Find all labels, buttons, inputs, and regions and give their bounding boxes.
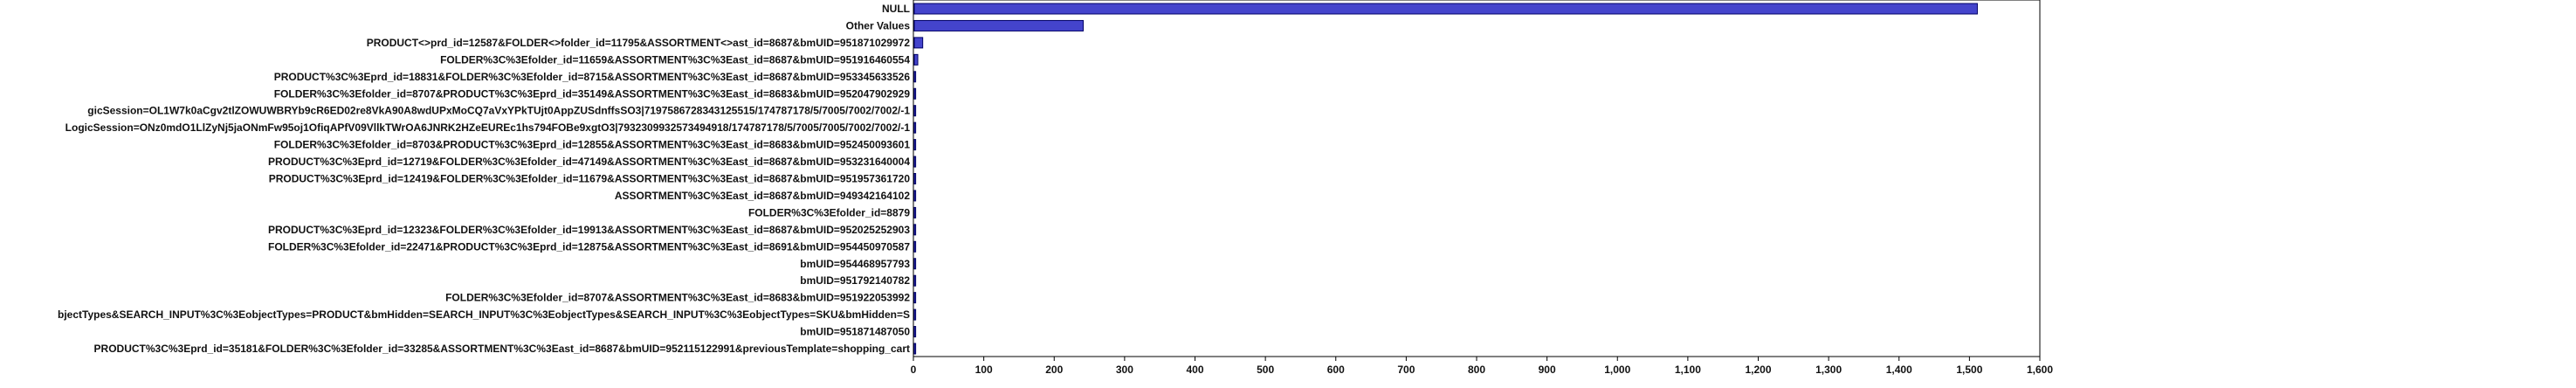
category-label-12: FOLDER%3C%3Efolder_id=8879 (748, 206, 910, 218)
x-tick-label-5: 500 (1257, 364, 1274, 376)
x-tick-label-9: 900 (1539, 364, 1556, 376)
bar-13 (913, 224, 917, 236)
x-tick-label-3: 300 (1116, 364, 1133, 376)
bar-6 (913, 105, 917, 117)
bar-5 (913, 87, 917, 100)
x-tick-label-11: 1,100 (1675, 364, 1701, 376)
x-tick-label-16: 1,600 (2027, 364, 2053, 376)
category-label-9: PRODUCT%3C%3Eprd_id=12719&FOLDER%3C%3Efo… (268, 156, 910, 168)
category-label-7: LogicSession=ONz0mdO1LlZyNj5jaONmFw95oj1… (65, 121, 911, 134)
category-label-6: gicSession=OL1W7k0aCgv2tlZOWUWBRYb9cR6ED… (87, 105, 910, 117)
category-label-16: bmUID=951792140782 (800, 274, 910, 287)
category-label-15: bmUID=954468957793 (800, 258, 910, 270)
category-label-14: FOLDER%3C%3Efolder_id=22471&PRODUCT%3C%3… (268, 240, 910, 253)
bar-0 (913, 3, 1978, 15)
category-label-20: PRODUCT%3C%3Eprd_id=35181&FOLDER%3C%3Efo… (94, 343, 910, 355)
category-label-17: FOLDER%3C%3Efolder_id=8707&ASSORTMENT%3C… (445, 292, 910, 304)
bar-20 (913, 343, 917, 355)
category-label-13: PRODUCT%3C%3Eprd_id=12323&FOLDER%3C%3Efo… (268, 224, 910, 236)
bar-1 (913, 19, 1084, 31)
category-label-4: PRODUCT%3C%3Eprd_id=18831&FOLDER%3C%3Efo… (274, 71, 911, 83)
x-tick-label-4: 400 (1186, 364, 1203, 376)
bar-8 (913, 139, 917, 151)
category-labels: NULL Other Values PRODUCT<>prd_id=12587&FO… (58, 3, 910, 355)
x-tick-label-1: 100 (975, 364, 993, 376)
plot-frame (913, 0, 2041, 357)
x-tick-label-2: 200 (1045, 364, 1063, 376)
bar-16 (913, 274, 917, 287)
category-label-18: bjectTypes&SEARCH_INPUT%3C%3EobjectTypes… (58, 308, 910, 321)
x-tick-label-14: 1,400 (1886, 364, 1912, 376)
category-label-3: FOLDER%3C%3Efolder_id=11659&ASSORTMENT%3… (440, 53, 910, 66)
x-tick-label-8: 800 (1468, 364, 1485, 376)
x-tick-label-12: 1,200 (1745, 364, 1771, 376)
bars-layer (913, 3, 1978, 355)
bar-12 (913, 206, 917, 218)
category-label-1: Other Values (846, 19, 911, 31)
category-label-11: ASSORTMENT%3C%3East_id=8687&bmUID=949342… (615, 190, 910, 202)
bar-17 (913, 292, 917, 304)
bar-19 (913, 326, 917, 338)
bar-10 (913, 173, 917, 184)
category-label-8: FOLDER%3C%3Efolder_id=8703&PRODUCT%3C%3E… (274, 139, 911, 151)
bar-11 (913, 190, 917, 202)
bar-3 (913, 53, 919, 66)
bar-18 (913, 308, 917, 321)
category-label-19: bmUID=951871487050 (800, 326, 910, 338)
bar-15 (913, 258, 917, 270)
x-axis: 0 100 200 300 400 500 600 700 800 900 1,000 1,100 1,… (911, 357, 2053, 376)
x-tick-label-13: 1,300 (1815, 364, 1842, 376)
category-label-10: PRODUCT%3C%3Eprd_id=12419&FOLDER%3C%3Efo… (269, 173, 911, 185)
bar-14 (913, 240, 917, 253)
x-tick-label-7: 700 (1397, 364, 1415, 376)
x-tick-label-10: 1,000 (1604, 364, 1630, 376)
bar-2 (913, 37, 924, 49)
x-tick-label-6: 600 (1327, 364, 1345, 376)
category-label-5: FOLDER%3C%3Efolder_id=8707&PRODUCT%3C%3E… (274, 87, 911, 100)
x-tick-label-0: 0 (911, 364, 917, 376)
category-label-0: NULL (882, 3, 910, 15)
bar-7 (913, 121, 917, 134)
bar-9 (913, 156, 917, 168)
x-tick-label-15: 1,500 (1956, 364, 1982, 376)
category-label-2: PRODUCT<>prd_id=12587&FOLDER<>folder_id=… (367, 37, 911, 49)
bar-4 (913, 71, 917, 83)
